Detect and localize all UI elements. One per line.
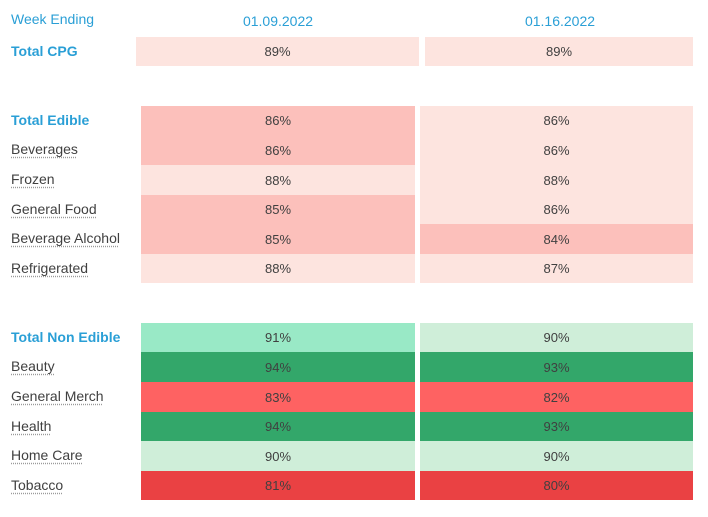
row-label-beverages: Beverages <box>11 141 78 157</box>
heatmap-cell-general-merch-week2: 82% <box>420 382 693 412</box>
heatmap-cell-general-merch-week1: 83% <box>141 382 415 412</box>
heatmap-cell-beverage-alcohol-week1: 85% <box>141 224 415 254</box>
row-label-total-edible: Total Edible <box>11 111 90 128</box>
row-label-total-non-edible: Total Non Edible <box>11 328 121 345</box>
row-label-general-food: General Food <box>11 200 97 217</box>
heatmap-cell-frozen-week1: 88% <box>141 165 415 195</box>
row-label-frozen: Frozen <box>11 171 55 187</box>
heatmap-cell-beauty-week1: 94% <box>141 352 415 382</box>
row-label-health: Health <box>11 417 52 434</box>
heatmap-cell-beverages-week1: 86% <box>141 135 415 165</box>
row-label-refrigerated: Refrigerated <box>11 259 89 276</box>
heatmap-cell-refrigerated-week2: 87% <box>420 254 693 283</box>
heatmap-cell-beverage-alcohol-week2: 84% <box>420 224 693 254</box>
heatmap-cell-frozen-week2: 88% <box>420 165 693 195</box>
heatmap-cell-total-edible-week1: 86% <box>141 106 415 135</box>
heatmap-cell-health-week1: 94% <box>141 412 415 441</box>
heatmap-cell-refrigerated-week1: 88% <box>141 254 415 283</box>
heatmap-cell-beverages-week2: 86% <box>420 135 693 165</box>
heatmap-cell-general-food-week1: 85% <box>141 195 415 224</box>
heatmap-cell-home-care-week2: 90% <box>420 441 693 471</box>
heatmap-cell-tobacco-week1: 81% <box>141 471 415 500</box>
row-label-beverage-alcohol: Beverage Alcohol <box>11 230 120 246</box>
row-label-beauty: Beauty <box>11 358 55 374</box>
heatmap-cell-general-food-week2: 86% <box>420 195 693 224</box>
heatmap-cell-tobacco-week2: 80% <box>420 471 693 500</box>
week-ending-header-label: Week Ending <box>11 11 95 27</box>
heatmap-cell-total-cpg-week1: 89% <box>136 37 419 66</box>
heatmap-cell-total-edible-week2: 86% <box>420 106 693 135</box>
heatmap-cell-health-week2: 93% <box>420 412 693 441</box>
row-label-total-cpg: Total CPG <box>11 42 78 59</box>
row-label-tobacco: Tobacco <box>11 476 64 493</box>
week-column-header-2: 01.16.2022 <box>524 13 596 29</box>
row-label-general-merch: General Merch <box>11 388 104 404</box>
heatmap-cell-total-non-edible-week2: 90% <box>420 323 693 352</box>
heatmap-cell-beauty-week2: 93% <box>420 352 693 382</box>
heatmap-cell-total-cpg-week2: 89% <box>425 37 693 66</box>
row-label-home-care: Home Care <box>11 447 83 463</box>
heatmap-cell-total-non-edible-week1: 91% <box>141 323 415 352</box>
week-column-header-1: 01.09.2022 <box>242 13 314 29</box>
heatmap-cell-home-care-week1: 90% <box>141 441 415 471</box>
